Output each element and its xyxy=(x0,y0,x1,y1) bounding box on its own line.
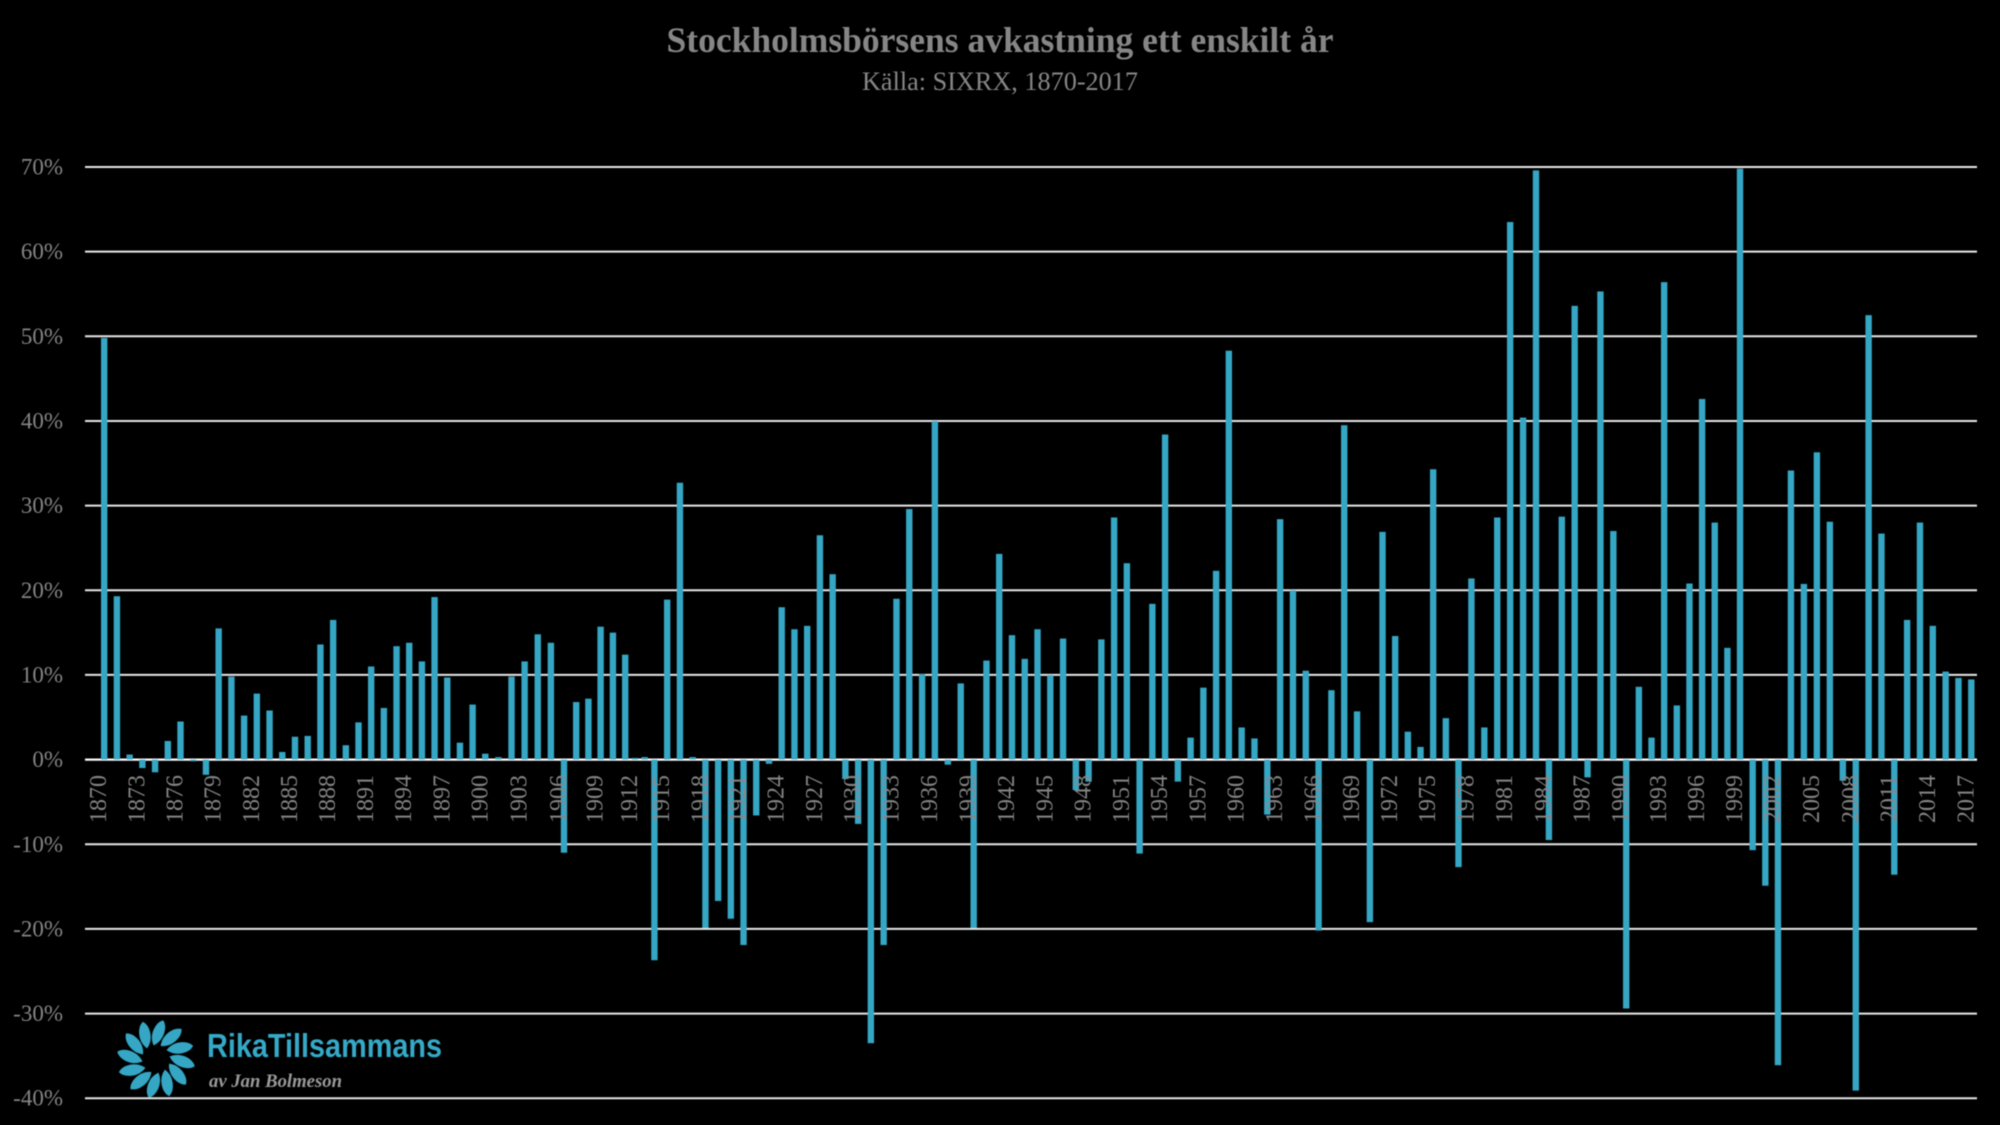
svg-text:2014: 2014 xyxy=(1915,775,1941,823)
svg-text:2011: 2011 xyxy=(1876,775,1902,822)
svg-text:1909: 1909 xyxy=(583,775,609,823)
svg-text:1963: 1963 xyxy=(1262,775,1288,823)
svg-text:1999: 1999 xyxy=(1722,775,1748,823)
svg-text:1951: 1951 xyxy=(1109,775,1135,823)
svg-text:1990: 1990 xyxy=(1608,775,1634,823)
svg-text:50%: 50% xyxy=(21,324,63,349)
svg-text:1945: 1945 xyxy=(1032,775,1058,823)
svg-text:70%: 70% xyxy=(21,155,63,180)
svg-text:40%: 40% xyxy=(21,409,63,434)
svg-text:1996: 1996 xyxy=(1684,775,1710,823)
svg-text:60%: 60% xyxy=(21,239,63,264)
svg-text:1912: 1912 xyxy=(617,775,643,823)
svg-text:1882: 1882 xyxy=(239,775,265,823)
svg-text:2005: 2005 xyxy=(1799,775,1825,823)
svg-text:1903: 1903 xyxy=(507,775,533,823)
svg-text:1987: 1987 xyxy=(1570,775,1596,823)
svg-text:1939: 1939 xyxy=(956,775,982,823)
svg-text:1915: 1915 xyxy=(649,775,675,823)
svg-text:1879: 1879 xyxy=(201,775,227,823)
svg-text:1936: 1936 xyxy=(917,775,943,823)
svg-text:1897: 1897 xyxy=(429,775,455,823)
svg-text:30%: 30% xyxy=(21,493,63,518)
svg-text:1993: 1993 xyxy=(1646,775,1672,823)
svg-text:1948: 1948 xyxy=(1071,775,1097,823)
svg-text:1954: 1954 xyxy=(1147,775,1173,823)
svg-text:1906: 1906 xyxy=(546,775,572,823)
svg-text:1918: 1918 xyxy=(687,775,713,823)
svg-text:-40%: -40% xyxy=(13,1086,63,1111)
svg-text:RikaTillsammans: RikaTillsammans xyxy=(207,1027,442,1064)
svg-text:1981: 1981 xyxy=(1492,775,1518,823)
svg-text:2002: 2002 xyxy=(1760,775,1786,823)
svg-text:1933: 1933 xyxy=(878,775,904,823)
svg-text:1930: 1930 xyxy=(840,775,866,823)
svg-text:-30%: -30% xyxy=(13,1001,63,1026)
svg-text:2008: 2008 xyxy=(1838,775,1864,823)
svg-text:1921: 1921 xyxy=(726,775,752,823)
svg-text:0%: 0% xyxy=(32,747,63,772)
svg-text:10%: 10% xyxy=(21,662,63,687)
svg-text:1984: 1984 xyxy=(1531,775,1557,823)
svg-text:1960: 1960 xyxy=(1224,775,1250,823)
svg-text:1969: 1969 xyxy=(1339,775,1365,823)
svg-text:1957: 1957 xyxy=(1185,775,1211,823)
svg-text:1876: 1876 xyxy=(163,775,189,823)
svg-text:Stockholmsbörsens avkastning e: Stockholmsbörsens avkastning ett enskilt… xyxy=(667,20,1334,60)
svg-text:1942: 1942 xyxy=(994,775,1020,823)
svg-text:Källa: SIXRX, 1870-2017: Källa: SIXRX, 1870-2017 xyxy=(862,67,1138,96)
svg-text:-20%: -20% xyxy=(13,916,63,941)
svg-text:1966: 1966 xyxy=(1301,775,1327,823)
svg-text:-10%: -10% xyxy=(13,832,63,857)
svg-text:1972: 1972 xyxy=(1377,775,1403,823)
svg-text:1894: 1894 xyxy=(391,775,417,823)
svg-text:20%: 20% xyxy=(21,578,63,603)
svg-text:1885: 1885 xyxy=(277,775,303,823)
svg-text:1891: 1891 xyxy=(353,775,379,823)
svg-text:1924: 1924 xyxy=(764,775,790,823)
svg-text:1873: 1873 xyxy=(124,775,150,823)
svg-text:1888: 1888 xyxy=(315,775,341,823)
svg-text:2017: 2017 xyxy=(1953,775,1979,823)
svg-text:1927: 1927 xyxy=(802,775,828,823)
svg-text:av Jan Bolmeson: av Jan Bolmeson xyxy=(209,1071,342,1092)
svg-text:1978: 1978 xyxy=(1453,775,1479,823)
svg-text:1900: 1900 xyxy=(467,775,493,823)
svg-text:1870: 1870 xyxy=(86,775,112,823)
svg-text:1975: 1975 xyxy=(1415,775,1441,823)
